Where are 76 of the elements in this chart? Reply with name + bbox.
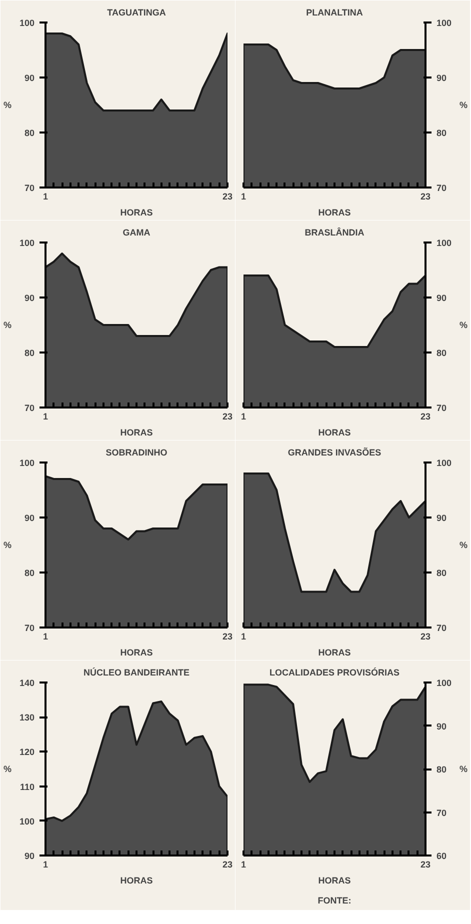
y-tick-label: 100 <box>19 18 35 28</box>
chart-title: LOCALIDADES PROVISÓRIAS <box>269 668 400 678</box>
y-tick-label: 90 <box>24 293 35 303</box>
x-tick-label: 1 <box>42 412 48 422</box>
x-axis-title: HORAS <box>318 428 351 438</box>
y-tick-label: 70 <box>24 623 35 633</box>
y-tick-label: 130 <box>19 712 35 723</box>
y-tick-label: 100 <box>436 458 452 468</box>
x-tick-label: 23 <box>420 632 431 642</box>
y-axis-title: % <box>460 540 468 550</box>
chart-title: PLANALTINA <box>306 8 364 18</box>
y-tick-label: 70 <box>24 403 35 413</box>
y-axis-title: % <box>3 100 12 110</box>
y-tick-label: 80 <box>436 764 447 774</box>
chart-title: BRASLÂNDIA <box>304 226 365 238</box>
chart-title: GAMA <box>122 228 151 238</box>
x-tick-label: 1 <box>240 632 246 642</box>
chart-title: SOBRADINHO <box>106 448 168 458</box>
x-tick-label: 1 <box>42 860 48 870</box>
x-tick-label: 23 <box>420 860 431 870</box>
x-tick-label: 1 <box>240 192 246 202</box>
x-axis-title: HORAS <box>120 428 153 438</box>
chart-title: GRANDES INVASÕES <box>288 446 382 458</box>
y-tick-label: 90 <box>24 73 35 83</box>
y-tick-label: 90 <box>24 851 35 861</box>
x-axis-title: HORAS <box>120 876 153 886</box>
y-tick-label: 100 <box>436 18 452 28</box>
y-tick-label: 60 <box>436 851 447 861</box>
y-tick-label: 70 <box>436 183 447 193</box>
y-tick-label: 110 <box>20 782 35 792</box>
x-tick-label: 23 <box>420 412 431 422</box>
y-tick-label: 70 <box>24 183 35 193</box>
y-tick-label: 70 <box>436 623 447 633</box>
y-axis-title: % <box>3 320 12 330</box>
x-tick-label: 1 <box>240 860 246 870</box>
x-tick-label: 23 <box>222 860 233 870</box>
x-tick-label: 1 <box>42 632 48 642</box>
y-tick-label: 100 <box>19 816 35 826</box>
x-axis-title: HORAS <box>318 208 351 218</box>
x-tick-label: 23 <box>222 632 233 642</box>
y-tick-label: 100 <box>19 238 35 248</box>
x-tick-label: 23 <box>222 412 233 422</box>
x-axis-title: HORAS <box>318 648 351 658</box>
y-tick-label: 70 <box>436 403 447 413</box>
y-axis-title: % <box>3 764 12 774</box>
x-tick-label: 1 <box>42 192 48 202</box>
x-axis-title: HORAS <box>318 876 351 886</box>
y-axis-title: % <box>460 100 468 110</box>
y-tick-label: 80 <box>24 348 35 358</box>
y-axis-title: % <box>460 764 468 774</box>
y-tick-label: 120 <box>19 747 35 758</box>
y-axis-title: % <box>460 320 468 330</box>
y-tick-label: 80 <box>436 128 447 138</box>
y-tick-label: 90 <box>436 513 447 523</box>
y-tick-label: 80 <box>24 568 35 578</box>
y-tick-label: 80 <box>436 568 447 578</box>
y-axis-title: % <box>3 540 12 550</box>
x-axis-title: HORAS <box>120 648 153 658</box>
y-tick-label: 90 <box>24 513 35 523</box>
y-tick-label: 80 <box>436 348 447 358</box>
y-tick-label: 100 <box>19 458 35 468</box>
y-tick-label: 140 <box>19 678 35 688</box>
y-tick-label: 100 <box>436 678 452 688</box>
y-tick-label: 80 <box>24 128 35 138</box>
y-tick-label: 90 <box>436 73 447 83</box>
y-tick-label: 70 <box>436 808 447 818</box>
x-tick-label: 1 <box>240 412 246 422</box>
y-tick-label: 100 <box>436 238 452 248</box>
source-note: FONTE: <box>318 896 352 906</box>
x-axis-title: HORAS <box>120 208 153 218</box>
y-tick-label: 90 <box>436 721 447 732</box>
chart-title: TAGUATINGA <box>107 8 166 18</box>
y-tick-label: 90 <box>436 293 447 303</box>
chart-title: NÚCLEO BANDEIRANTE <box>84 668 190 678</box>
x-tick-label: 23 <box>420 192 431 202</box>
x-tick-label: 23 <box>222 192 233 202</box>
